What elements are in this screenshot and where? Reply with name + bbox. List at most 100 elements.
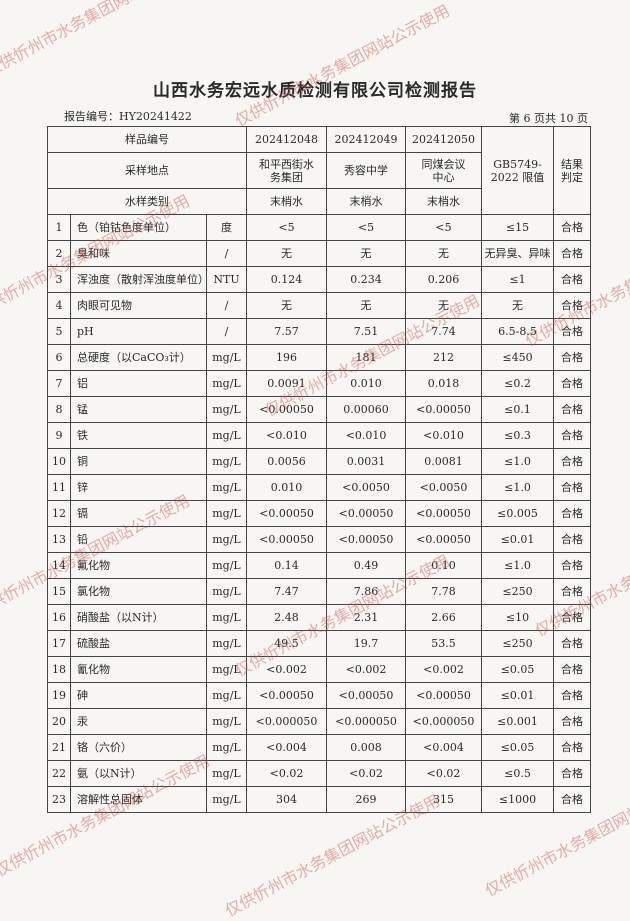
item-no: 20 bbox=[47, 708, 71, 735]
value: 0.018 bbox=[405, 370, 482, 397]
header-row-location: 采样地点 和平西街水务集团 秀容中学 同煤会议中心 bbox=[47, 152, 591, 189]
table-row: 3 浑浊度（散射浑浊度单位） NTU 0.124 0.234 0.206 ≤1 合格 bbox=[47, 266, 591, 293]
result: 合格 bbox=[553, 422, 591, 449]
item-name: 铬（六价） bbox=[70, 734, 207, 761]
item-no: 7 bbox=[47, 370, 71, 397]
unit: mg/L bbox=[206, 396, 247, 423]
item-name: 氨（以N计） bbox=[70, 760, 207, 787]
value: 7.57 bbox=[246, 318, 327, 345]
value: <5 bbox=[246, 214, 327, 241]
value: 0.0091 bbox=[246, 370, 327, 397]
item-no: 17 bbox=[47, 630, 71, 657]
value: 0.14 bbox=[246, 552, 327, 579]
value: <0.002 bbox=[405, 656, 482, 683]
result: 合格 bbox=[553, 396, 591, 423]
item-name: 铁 bbox=[70, 422, 207, 449]
limit: ≤1.0 bbox=[481, 474, 554, 501]
item-no: 5 bbox=[47, 318, 71, 345]
limit: ≤0.3 bbox=[481, 422, 554, 449]
item-name: 锰 bbox=[70, 396, 207, 423]
item-name: 浑浊度（散射浑浊度单位） bbox=[70, 266, 209, 293]
value: <0.00050 bbox=[405, 526, 482, 553]
location: 和平西街水务集团 bbox=[246, 152, 327, 189]
results-table: 样品编号 202412048 202412049 202412050 GB574… bbox=[47, 126, 591, 813]
unit: mg/L bbox=[206, 760, 247, 787]
item-name: 铜 bbox=[70, 448, 207, 475]
limit: ≤0.01 bbox=[481, 526, 554, 553]
value: <0.00050 bbox=[326, 526, 406, 553]
value: <0.004 bbox=[246, 734, 327, 761]
value: <0.010 bbox=[246, 422, 327, 449]
result: 合格 bbox=[553, 318, 591, 345]
limit-header: GB5749-2022 限值 bbox=[481, 126, 554, 215]
value: <0.002 bbox=[326, 656, 406, 683]
table-row: 16 硝酸盐（以N计） mg/L 2.48 2.31 2.66 ≤10 合格 bbox=[47, 604, 591, 631]
table-row: 5 pH/7.57 7.51 7.74 6.5-8.5 合格 bbox=[47, 318, 591, 345]
value: <0.00050 bbox=[246, 526, 327, 553]
value: <0.00050 bbox=[326, 682, 406, 709]
watermark: 仅供忻州市水务集团网站公示使用 bbox=[0, 0, 203, 81]
limit: ≤0.01 bbox=[481, 682, 554, 709]
value: <0.000050 bbox=[326, 708, 406, 735]
item-no: 19 bbox=[47, 682, 71, 709]
item-no: 15 bbox=[47, 578, 71, 605]
value: 212 bbox=[405, 344, 482, 371]
value: 0.00060 bbox=[326, 396, 406, 423]
value: 无 bbox=[326, 240, 406, 267]
value: <0.000050 bbox=[246, 708, 327, 735]
value: <0.02 bbox=[246, 760, 327, 787]
value: <5 bbox=[326, 214, 406, 241]
item-no: 6 bbox=[47, 344, 71, 371]
value: <0.000050 bbox=[405, 708, 482, 735]
unit: mg/L bbox=[206, 734, 247, 761]
result: 合格 bbox=[553, 526, 591, 553]
value: <0.00050 bbox=[246, 682, 327, 709]
limit: ≤450 bbox=[481, 344, 554, 371]
value: <0.02 bbox=[405, 760, 482, 787]
limit: ≤0.05 bbox=[481, 734, 554, 761]
result: 合格 bbox=[553, 344, 591, 371]
table-row: 15 氯化物 mg/L 7.47 7.86 7.78 ≤250 合格 bbox=[47, 578, 591, 605]
item-no: 16 bbox=[47, 604, 71, 631]
table-row: 4 肉眼可见物 / 无无无无合格 bbox=[47, 292, 591, 319]
location: 秀容中学 bbox=[326, 152, 406, 189]
sample-no: 202412049 bbox=[326, 126, 406, 153]
item-no: 2 bbox=[47, 240, 71, 267]
unit: mg/L bbox=[206, 422, 247, 449]
value: 0.0031 bbox=[326, 448, 406, 475]
limit: ≤10 bbox=[481, 604, 554, 631]
unit: / bbox=[206, 292, 247, 319]
value: 0.10 bbox=[405, 552, 482, 579]
unit: / bbox=[206, 240, 247, 267]
table-row: 2 臭和味 / 无无无无异臭、异味 合格 bbox=[47, 240, 591, 267]
item-name: 氯化物 bbox=[70, 578, 207, 605]
item-no: 9 bbox=[47, 422, 71, 449]
limit: ≤250 bbox=[481, 578, 554, 605]
result: 合格 bbox=[553, 500, 591, 527]
table-row: 8 锰 mg/L <0.00050 0.00060 <0.00050 ≤0.1 合格 bbox=[47, 396, 591, 423]
type-label: 水样类别 bbox=[47, 188, 247, 215]
item-name: 汞 bbox=[70, 708, 207, 735]
unit: mg/L bbox=[206, 786, 247, 813]
item-name: 硫酸盐 bbox=[70, 630, 207, 657]
unit: 度 bbox=[206, 214, 247, 241]
value: 181 bbox=[326, 344, 406, 371]
item-no: 13 bbox=[47, 526, 71, 553]
item-name: 总硬度（以CaCO₃计） bbox=[70, 344, 207, 371]
limit: ≤1000 bbox=[481, 786, 554, 813]
item-no: 21 bbox=[47, 734, 71, 761]
value: 7.51 bbox=[326, 318, 406, 345]
table-row: 19 砷 mg/L <0.00050 <0.00050 <0.00050 ≤0.01 合格 bbox=[47, 682, 591, 709]
value: <0.0050 bbox=[326, 474, 406, 501]
value: 7.47 bbox=[246, 578, 327, 605]
item-name: 砷 bbox=[70, 682, 207, 709]
result: 合格 bbox=[553, 760, 591, 787]
value: <0.0050 bbox=[405, 474, 482, 501]
header-row-sample-no: 样品编号 202412048 202412049 202412050 GB574… bbox=[47, 126, 591, 215]
value: 2.48 bbox=[246, 604, 327, 631]
item-name: 镉 bbox=[70, 500, 207, 527]
table-row: 7 铝 mg/L 0.0091 0.010 0.018 ≤0.2 合格 bbox=[47, 370, 591, 397]
unit: mg/L bbox=[206, 604, 247, 631]
item-no: 8 bbox=[47, 396, 71, 423]
item-no: 1 bbox=[47, 214, 71, 241]
